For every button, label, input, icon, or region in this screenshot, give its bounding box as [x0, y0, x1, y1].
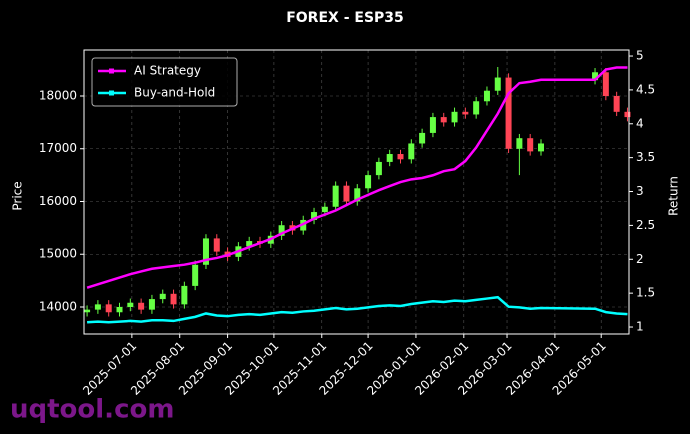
candle-body [148, 299, 155, 310]
candle-body [527, 138, 534, 152]
legend-label: AI Strategy [134, 64, 201, 78]
return-line [86, 66, 628, 289]
candle-body [94, 304, 101, 310]
candle-body [429, 117, 436, 133]
candle-body [602, 72, 609, 96]
candle-body [494, 77, 501, 91]
y2-tick-label: 1.5 [636, 286, 655, 300]
candle-body [105, 304, 112, 313]
candle-body [397, 154, 404, 160]
chart-title: FOREX - ESP35 [286, 10, 404, 26]
y-tick-label: 15000 [39, 247, 77, 261]
candle-body [365, 175, 372, 189]
y2-tick-label: 5 [636, 49, 644, 63]
y2-axis-label: Return [667, 176, 681, 216]
legend-label: Buy-and-Hold [134, 86, 215, 100]
candle-body [592, 72, 599, 81]
candle-body [246, 241, 253, 247]
candle-body [483, 90, 490, 102]
y-tick-label: 14000 [39, 299, 77, 313]
candle-body [202, 238, 209, 265]
candle-body [181, 285, 188, 305]
candle-body [84, 309, 91, 313]
candle-body [213, 238, 220, 252]
candle-body [613, 95, 620, 112]
candle-body [278, 225, 285, 236]
y-tick-label: 17000 [39, 141, 77, 155]
candle-body [127, 302, 134, 307]
candle-body [440, 117, 447, 123]
candle-body [408, 143, 415, 160]
legend-marker [109, 68, 114, 74]
y2-tick-label: 1 [636, 320, 644, 334]
candle-body [386, 154, 393, 162]
y-tick-label: 16000 [39, 194, 77, 208]
candle-body [419, 132, 426, 144]
legend-marker [109, 90, 114, 96]
return-line [87, 295, 628, 324]
y-tick-label: 18000 [39, 88, 77, 102]
candle-body [624, 111, 631, 118]
candle-body [138, 302, 145, 310]
y2-tick-label: 2.5 [636, 218, 655, 232]
plot-frame [83, 49, 630, 335]
candle-body [343, 185, 350, 202]
legend-box [91, 57, 238, 107]
y2-tick-label: 3 [636, 184, 644, 198]
candle-body [116, 306, 123, 313]
candle-body [332, 185, 339, 207]
candle-body [159, 293, 166, 300]
candle-body [516, 138, 523, 149]
candle-body [473, 101, 480, 115]
y-axis-label: Price [11, 181, 25, 210]
y2-tick-label: 4 [636, 116, 644, 130]
y2-tick-label: 2 [636, 252, 644, 266]
candle-body [192, 264, 199, 286]
watermark: uqtool.com [10, 395, 174, 425]
candle-body [375, 161, 382, 176]
candle-body [170, 293, 177, 305]
candle-body [354, 188, 361, 202]
y2-tick-label: 4.5 [636, 82, 655, 96]
candle-body [505, 77, 512, 149]
candle-body [321, 206, 328, 213]
candle-body [311, 212, 318, 220]
candle-body [537, 143, 544, 152]
y2-tick-label: 3.5 [636, 150, 655, 164]
candle-body [462, 111, 469, 115]
candle-body [451, 111, 458, 123]
